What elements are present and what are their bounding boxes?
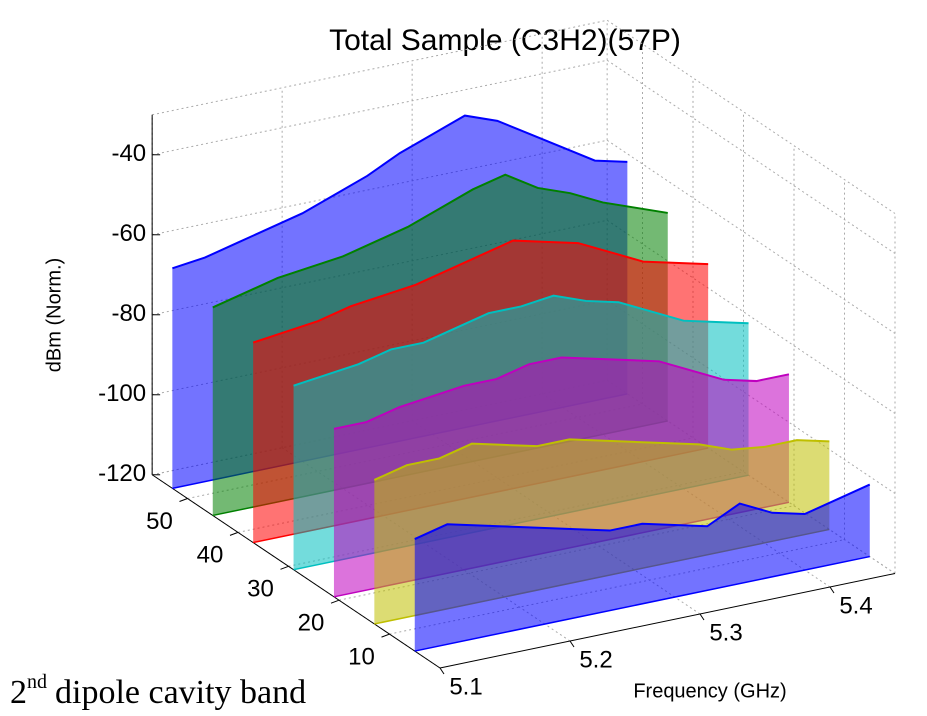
- x-axis: [439, 573, 896, 669]
- x-tick-label: 5.4: [839, 592, 872, 619]
- z-tick-label: -120: [98, 460, 146, 487]
- annotation-text: dipole cavity band: [55, 674, 306, 711]
- y-tick: [330, 599, 340, 604]
- y-tick-label: 30: [247, 576, 274, 603]
- x-tick-label: 5.2: [579, 646, 612, 673]
- wall-edge: [606, 19, 896, 214]
- y-tick-label: 50: [146, 508, 173, 535]
- annotation: 2nd dipole cavity band: [10, 671, 306, 711]
- x-tick-label: 5.1: [449, 673, 482, 700]
- y-tick: [229, 531, 239, 536]
- trace-base: [414, 555, 870, 652]
- y-axis: [151, 474, 441, 669]
- trace-line: [172, 114, 628, 270]
- y-tick: [381, 633, 390, 638]
- x-tick: [569, 640, 575, 648]
- x-tick: [699, 613, 705, 621]
- y-tick-label: 40: [197, 542, 224, 569]
- trace-line: [414, 483, 871, 540]
- z-tick-label: -100: [98, 380, 146, 407]
- y-tick-label: 20: [298, 610, 325, 637]
- trace-area: [414, 484, 870, 652]
- trace-line: [333, 356, 790, 430]
- trace-line: [293, 294, 749, 387]
- y-tick: [179, 498, 188, 502]
- z-tick-label: -40: [111, 140, 146, 167]
- z-axis-label: dBm (Norm.): [43, 258, 65, 372]
- x-tick-label: 5.3: [709, 619, 742, 646]
- x-tick: [439, 667, 445, 675]
- annotation-superscript: nd: [27, 671, 47, 693]
- trace-line: [252, 239, 709, 344]
- x-axis-label: Frequency (GHz): [633, 680, 786, 702]
- trace-line: [373, 438, 830, 481]
- z-tick-label: -80: [111, 300, 146, 327]
- chart-title: Total Sample (C3H2)(57P): [329, 24, 681, 57]
- y-tick-label: 10: [348, 643, 375, 670]
- x-tick: [829, 586, 835, 594]
- y-tick: [280, 565, 289, 570]
- trace-line: [212, 173, 668, 309]
- z-tick-label: -60: [111, 220, 146, 247]
- annotation-number: 2: [10, 674, 27, 711]
